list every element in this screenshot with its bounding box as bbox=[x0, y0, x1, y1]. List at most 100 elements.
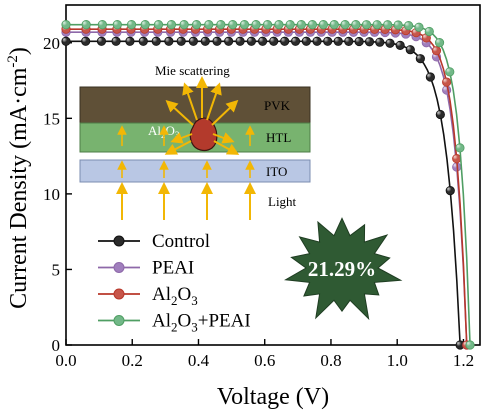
data-point-highlight bbox=[446, 187, 452, 192]
series-0 bbox=[61, 36, 465, 350]
data-point-highlight bbox=[193, 21, 198, 26]
y-tick-label: 20 bbox=[43, 34, 60, 53]
x-tick-label: 0.8 bbox=[320, 351, 341, 370]
x-tick-label: 1.0 bbox=[387, 351, 408, 370]
y-axis-title: Current Density (mA·cm-2) bbox=[5, 47, 32, 309]
data-point-highlight bbox=[426, 73, 432, 79]
y-axis-ticks: 0 5 10 15 20 bbox=[43, 34, 72, 355]
light-arrows bbox=[116, 182, 256, 220]
legend-label: Control bbox=[152, 231, 210, 252]
series-line bbox=[66, 28, 468, 346]
legend-marker bbox=[113, 235, 125, 247]
data-point-highlight bbox=[264, 21, 269, 26]
data-point-highlight bbox=[363, 21, 368, 26]
data-point-highlight bbox=[425, 28, 431, 33]
data-point-highlight bbox=[453, 155, 458, 160]
data-point-highlight bbox=[456, 341, 462, 346]
data-point-highlight bbox=[405, 22, 410, 27]
data-point-highlight bbox=[406, 46, 412, 51]
legend-item: Al2O3 bbox=[98, 284, 198, 308]
data-point-highlight bbox=[396, 41, 402, 47]
data-point-highlight bbox=[225, 37, 230, 43]
data-point-highlight bbox=[82, 21, 88, 26]
data-point-highlight bbox=[113, 21, 119, 26]
data-point-highlight bbox=[394, 21, 400, 27]
pce-starburst: 21.29% bbox=[284, 217, 403, 321]
data-point-highlight bbox=[247, 37, 253, 43]
data-point-highlight bbox=[241, 21, 246, 26]
data-point-highlight bbox=[205, 21, 210, 26]
data-point-highlight bbox=[141, 21, 147, 26]
data-point-highlight bbox=[112, 37, 118, 43]
legend-marker bbox=[113, 315, 125, 326]
data-point-highlight bbox=[259, 37, 264, 43]
data-point-highlight bbox=[177, 37, 183, 43]
data-point-highlight bbox=[376, 38, 381, 44]
data-point-highlight bbox=[297, 21, 303, 26]
legend-marker bbox=[113, 288, 125, 300]
data-point-highlight bbox=[286, 21, 292, 26]
al2o3-particle bbox=[189, 117, 218, 152]
x-axis-ticks: 0.0 0.2 0.4 0.6 0.8 1.0 1.2 bbox=[55, 339, 474, 370]
data-point-highlight bbox=[313, 37, 319, 43]
data-point-highlight bbox=[98, 21, 104, 26]
data-point-highlight bbox=[217, 21, 222, 26]
mie-scattering-label: Mie scattering bbox=[155, 63, 230, 78]
ito-arrows bbox=[117, 160, 255, 178]
light-label: Light bbox=[268, 194, 297, 209]
y-tick-label: 10 bbox=[43, 185, 60, 204]
series-line bbox=[66, 23, 471, 346]
data-point-highlight bbox=[62, 37, 67, 43]
htl-label: HTL bbox=[266, 130, 291, 145]
data-point-highlight bbox=[229, 21, 234, 26]
x-tick-label: 1.2 bbox=[453, 351, 474, 370]
data-point-highlight bbox=[236, 37, 242, 43]
data-point-highlight bbox=[281, 37, 286, 43]
data-point-highlight bbox=[415, 23, 420, 29]
data-point-highlight bbox=[155, 21, 160, 26]
plot-frame bbox=[65, 4, 481, 346]
data-point-highlight bbox=[213, 37, 219, 43]
data-point-highlight bbox=[180, 21, 186, 26]
legend-item: Al2O3+PEAI bbox=[98, 311, 251, 335]
x-tick-label: 0.2 bbox=[122, 351, 143, 370]
data-point-highlight bbox=[366, 38, 371, 43]
legend-item: Control bbox=[98, 231, 210, 252]
legend: Control PEAI Al2O3 Al2O3+PEAI bbox=[98, 231, 251, 335]
data-point-highlight bbox=[128, 21, 133, 26]
data-point-highlight bbox=[319, 21, 325, 26]
x-tick-label: 0.0 bbox=[55, 351, 76, 370]
data-point-highlight bbox=[189, 37, 195, 43]
data-point-highlight bbox=[436, 111, 442, 116]
series-layer bbox=[61, 20, 475, 350]
legend-item: PEAI bbox=[98, 258, 194, 279]
data-point-highlight bbox=[443, 78, 448, 84]
data-point-highlight bbox=[324, 37, 329, 43]
data-point-highlight bbox=[466, 341, 472, 346]
data-point-highlight bbox=[446, 68, 451, 73]
series-1 bbox=[61, 27, 472, 350]
htl-arrows bbox=[117, 125, 255, 146]
series-3 bbox=[61, 20, 475, 350]
legend-label: Al2O3+PEAI bbox=[152, 311, 251, 335]
data-point-highlight bbox=[168, 21, 173, 26]
data-point-highlight bbox=[165, 37, 170, 43]
data-point-highlight bbox=[201, 37, 207, 43]
series-line bbox=[66, 31, 468, 346]
y-tick-label: 15 bbox=[43, 109, 60, 128]
series-2 bbox=[61, 24, 472, 350]
data-point-highlight bbox=[126, 37, 131, 43]
x-tick-label: 0.6 bbox=[254, 351, 275, 370]
data-point-highlight bbox=[252, 21, 258, 26]
data-point-highlight bbox=[373, 21, 379, 26]
data-point-highlight bbox=[341, 21, 347, 26]
data-point-highlight bbox=[456, 144, 461, 149]
ito-label: ITO bbox=[266, 164, 287, 179]
data-point-highlight bbox=[82, 37, 87, 43]
data-point-highlight bbox=[443, 86, 448, 92]
data-point-highlight bbox=[302, 37, 308, 43]
pce-label: 21.29% bbox=[308, 257, 376, 281]
y-tick-label: 5 bbox=[52, 260, 61, 279]
data-point-highlight bbox=[386, 39, 391, 45]
